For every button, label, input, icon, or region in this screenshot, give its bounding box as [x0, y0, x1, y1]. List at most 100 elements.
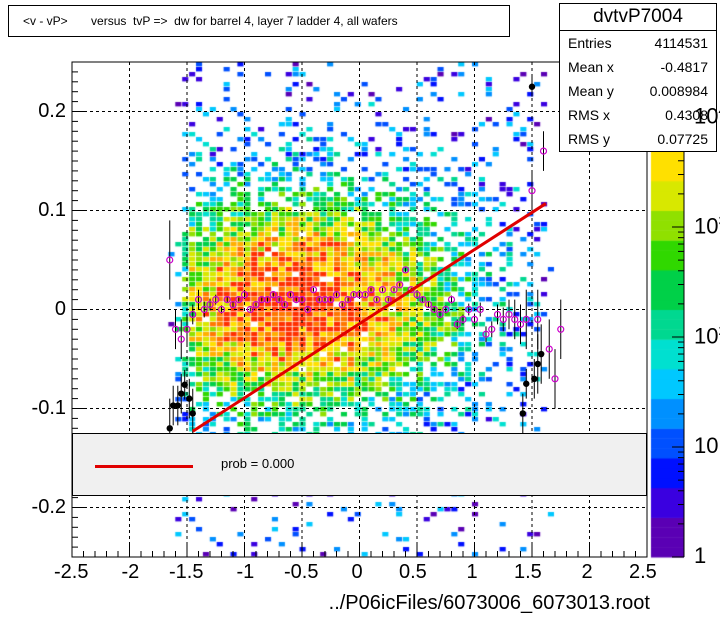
profile-filled-marker — [174, 402, 181, 409]
profile-open-marker — [298, 296, 306, 304]
profile-open-marker — [401, 266, 410, 274]
profile-open-marker — [551, 375, 559, 383]
x-tick-label: 1.5 — [514, 561, 542, 583]
stats-label: Mean x — [568, 59, 614, 75]
profile-filled-marker — [181, 381, 188, 388]
profile-open-marker — [442, 305, 450, 314]
profile-open-marker — [200, 305, 208, 314]
x-tick-label: 1 — [466, 561, 478, 583]
profile-open-marker — [505, 310, 513, 319]
profile-open-marker — [378, 286, 387, 294]
profile-open-marker — [436, 310, 444, 319]
profile-filled-marker — [523, 380, 530, 387]
profile-open-marker — [396, 281, 404, 289]
profile-open-marker — [384, 296, 392, 304]
profile-open-marker — [459, 315, 467, 323]
profile-open-marker — [327, 296, 335, 304]
profile-open-marker — [367, 286, 375, 294]
y-tick-label: 0.1 — [38, 198, 66, 221]
stats-label: Entries — [568, 35, 612, 51]
profile-open-marker — [557, 325, 565, 333]
profile-open-marker — [482, 330, 490, 338]
y-tick-label: -0.2 — [31, 495, 66, 518]
profile-open-marker — [189, 310, 197, 319]
profile-open-marker — [516, 320, 525, 328]
profile-filled-marker — [170, 402, 177, 409]
profile-open-marker — [493, 310, 502, 319]
profile-filled-marker — [538, 350, 545, 358]
x-tick-label: -2 — [121, 561, 140, 583]
profile-open-marker — [183, 325, 191, 333]
stats-value: -0.4817 — [660, 59, 708, 75]
profile-open-marker — [171, 325, 180, 333]
profile-open-marker — [338, 300, 346, 309]
profile-open-marker — [206, 300, 214, 309]
z-tick-label: 102 — [694, 323, 720, 349]
x-tick-label: -1.5 — [169, 561, 204, 583]
profile-open-marker — [252, 300, 260, 309]
profile-open-marker — [246, 305, 254, 314]
z-tick-label: 103 — [694, 213, 720, 239]
profile-open-marker — [522, 315, 530, 323]
profile-open-marker — [499, 315, 507, 323]
profile-open-marker — [194, 296, 203, 304]
profile-open-marker — [240, 291, 249, 299]
stats-row-rms-y: RMS y 0.07725 — [560, 127, 716, 151]
profile-open-marker — [430, 305, 438, 314]
profile-open-marker — [286, 291, 295, 299]
profile-open-marker — [373, 296, 381, 304]
z-tick-label: 104 — [694, 103, 720, 129]
profile-open-marker — [447, 296, 456, 304]
profile-open-marker — [212, 296, 220, 304]
profile-open-marker — [281, 300, 289, 309]
profile-open-marker — [166, 256, 174, 264]
profile-open-marker — [476, 305, 484, 314]
profile-open-marker — [488, 325, 496, 333]
stats-value: 4114531 — [654, 35, 708, 51]
profile-filled-marker — [528, 83, 536, 90]
stats-box: dvtvP7004 Entries 4114531 Mean x -0.4817… — [559, 3, 717, 152]
profile-filled-marker — [519, 410, 526, 417]
fit-legend-text: prob = 0.000 — [221, 456, 295, 471]
profile-open-marker — [413, 291, 421, 299]
profile-filled-marker — [186, 395, 193, 402]
stats-value: 0.008984 — [649, 83, 708, 99]
x-tick-label: 2.5 — [629, 561, 657, 583]
stats-histogram-name: dvtvP7004 — [560, 4, 716, 31]
profile-open-marker — [304, 305, 312, 314]
profile-open-marker — [263, 296, 272, 304]
z-tick-label: 1 — [694, 543, 707, 568]
profile-open-marker — [344, 296, 352, 304]
profile-open-marker — [309, 286, 318, 294]
profile-open-marker — [470, 315, 479, 323]
profile-open-marker — [269, 291, 277, 299]
z-tick-label: 10 — [694, 433, 719, 458]
x-tick-label: -1 — [236, 561, 255, 583]
profile-open-marker — [545, 345, 553, 353]
stats-label: Mean y — [568, 83, 614, 99]
stats-value: 0.4308 — [665, 107, 708, 123]
stats-row-rms-x: RMS x 0.4308 — [560, 103, 716, 127]
stats-label: RMS y — [568, 131, 610, 147]
x-axis-title: ../P06icFiles/6073006_6073013.root — [328, 592, 650, 614]
profile-open-marker — [229, 300, 237, 309]
stats-label: RMS x — [568, 107, 610, 123]
fit-line — [191, 202, 547, 433]
profile-open-marker — [275, 296, 283, 304]
y-tick-label: 0.2 — [38, 99, 66, 122]
profile-open-marker — [217, 305, 226, 314]
y-tick-label: -0.1 — [31, 396, 66, 419]
profile-open-marker — [424, 300, 433, 309]
x-tick-label: -2.5 — [54, 561, 89, 583]
profile-filled-marker — [189, 410, 196, 417]
profile-open-marker — [465, 305, 473, 314]
profile-open-marker — [511, 315, 519, 323]
stats-value: 0.07725 — [657, 131, 708, 147]
chart-title: <v - vP> versus tvP => dw for barrel 4, … — [8, 5, 510, 37]
y-tick-label: 0 — [54, 297, 66, 320]
profile-filled-marker — [166, 425, 173, 432]
profile-open-marker — [534, 315, 542, 323]
x-tick-label: 0.5 — [399, 561, 427, 583]
x-tick-label: -0.5 — [284, 561, 319, 583]
stats-row-mean-y: Mean y 0.008984 — [560, 79, 716, 103]
